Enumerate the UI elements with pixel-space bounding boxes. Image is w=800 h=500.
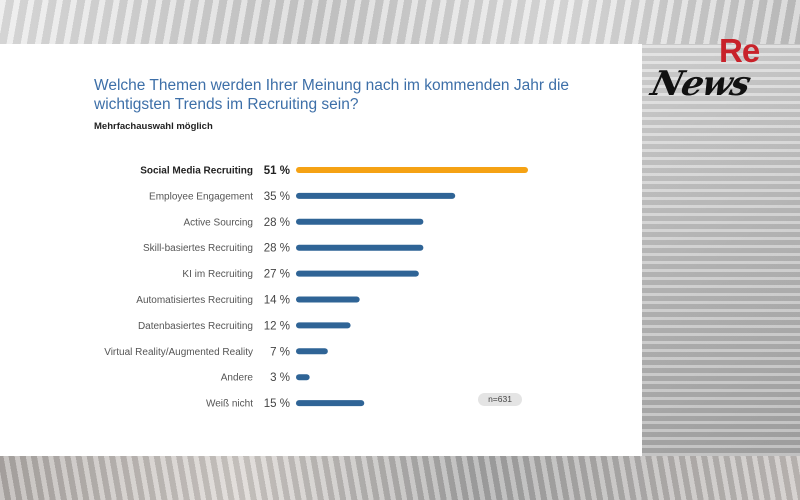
value-label: 28 %: [264, 243, 290, 255]
bar: [296, 400, 365, 407]
bar: [296, 348, 328, 355]
bar: [296, 244, 424, 251]
bar: [296, 296, 360, 303]
bar: [296, 374, 310, 381]
value-label: 3 %: [270, 372, 290, 384]
bar: [296, 218, 424, 225]
value-label: 35 %: [264, 191, 290, 203]
chart-card: Welche Themen werden Ihrer Meinung nach …: [0, 44, 642, 456]
newspaper-background-bottom: [0, 456, 800, 500]
newspaper-background-top: [0, 0, 800, 44]
renews-logo: Re News: [647, 30, 790, 130]
category-label: Employee Engagement: [149, 191, 253, 202]
bar: [296, 192, 456, 199]
category-label: Skill-basiertes Recruiting: [143, 243, 253, 254]
value-label: 7 %: [270, 346, 290, 358]
value-label: 28 %: [264, 217, 290, 229]
logo-news-text: News: [647, 64, 755, 104]
chart-title: Welche Themen werden Ihrer Meinung nach …: [94, 77, 570, 113]
category-label: Weiß nicht: [206, 399, 253, 410]
category-label: Virtual Reality/Augmented Reality: [104, 347, 253, 358]
category-label: KI im Recruiting: [182, 269, 253, 280]
category-label: Datenbasiertes Recruiting: [138, 321, 253, 332]
value-label: 12 %: [264, 320, 290, 332]
newspaper-background-right: [642, 44, 800, 456]
sample-size-badge: n=631: [478, 393, 522, 406]
bar: [296, 270, 419, 277]
category-label: Social Media Recruiting: [140, 166, 253, 177]
logo-re-text: Re: [719, 32, 760, 69]
value-label: 51 %: [264, 165, 290, 177]
chart-subtitle: Mehrfachauswahl möglich: [94, 121, 213, 132]
category-label: Andere: [221, 373, 254, 384]
value-label: 27 %: [264, 269, 290, 281]
bar: [296, 322, 351, 329]
category-label: Automatisiertes Recruiting: [136, 295, 253, 306]
value-label: 14 %: [264, 295, 290, 307]
bar: [296, 167, 528, 173]
bar-chart: Social Media Recruiting 51 % Employee Enga…: [104, 165, 528, 410]
value-label: 15 %: [264, 398, 290, 410]
category-label: Active Sourcing: [184, 217, 253, 228]
